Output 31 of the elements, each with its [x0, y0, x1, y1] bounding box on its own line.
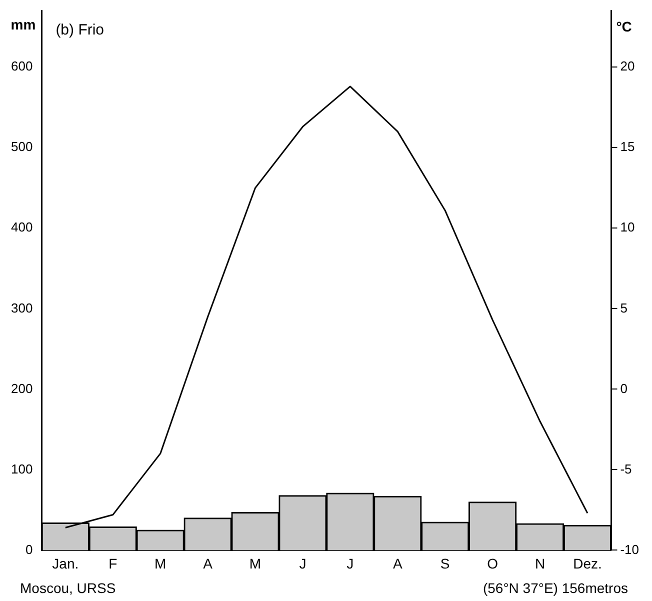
x-tick-label: Dez.: [573, 555, 602, 572]
x-tick-label: J: [346, 555, 354, 572]
y2-tick-label: 0: [620, 380, 628, 396]
y2-tick-label: -5: [620, 461, 632, 476]
x-tick-label: O: [487, 555, 498, 572]
y-tick-label: 500: [10, 139, 33, 154]
y2-tick-label: -10: [620, 542, 640, 557]
x-tick-label: M: [249, 555, 262, 572]
x-tick-label: A: [203, 555, 214, 572]
y-tick-label: 200: [10, 380, 33, 396]
x-tick-label: M: [154, 555, 166, 572]
text: (56°N 37°E) 156metros: [482, 580, 628, 596]
y-tick-label: 600: [10, 58, 33, 74]
y2-tick-label: 15: [620, 139, 635, 154]
y-tick-label: 400: [10, 220, 33, 235]
y-tick-label: 300: [10, 300, 33, 316]
y2-axis-title: °C: [616, 18, 632, 35]
text: Moscou, URSS: [20, 580, 116, 596]
y2-tick-label: 10: [620, 220, 635, 235]
x-tick-label: A: [392, 555, 403, 572]
text: (b) Frio: [56, 21, 104, 38]
y-tick-label: 0: [25, 542, 33, 557]
x-tick-label: Jan.: [52, 555, 79, 572]
y-tick-label: 100: [10, 461, 33, 476]
x-tick-label: J: [299, 555, 306, 572]
x-tick-label: F: [108, 555, 118, 572]
x-tick-label: S: [440, 555, 450, 572]
y-axis-title: mm: [10, 16, 36, 33]
y2-tick-label: 5: [620, 300, 628, 316]
y2-tick-label: 20: [620, 58, 635, 74]
x-tick-label: N: [534, 555, 546, 572]
